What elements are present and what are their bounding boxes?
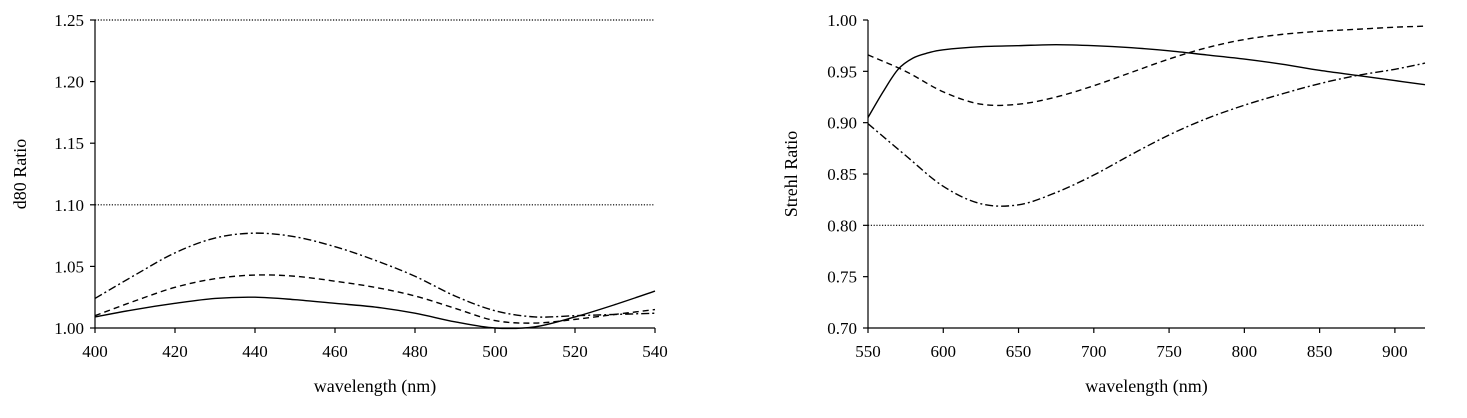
d80-x-tick-label: 420 [162, 342, 188, 361]
d80-y-tick-label: 1.00 [54, 319, 84, 338]
strehl-y-tick-label: 0.90 [827, 114, 857, 133]
d80-x-tick-label: 500 [482, 342, 508, 361]
strehl-x-tick-label: 750 [1156, 342, 1182, 361]
strehl-y-tick-label: 0.70 [827, 319, 857, 338]
strehl-y-tick-label: 0.80 [827, 216, 857, 235]
d80-y-axis-label: d80 Ratio [10, 139, 30, 210]
d80-series-solid-line [94, 290, 656, 330]
d80-y-tick-label: 1.15 [54, 134, 84, 153]
strehl-x-axis-label: wavelength (nm) [1085, 376, 1207, 397]
strehl-y-tick-label: 0.85 [827, 165, 857, 184]
strehl-x-tick-label: 550 [855, 342, 881, 361]
d80-y-tick-label: 1.20 [54, 73, 84, 92]
d80-series-dashed-line [94, 274, 656, 324]
strehl-x-tick-label: 900 [1382, 342, 1408, 361]
strehl-y-tick-label: 0.75 [827, 268, 857, 287]
d80-y-tick-label: 1.10 [54, 196, 84, 215]
d80-y-tick-label: 1.25 [54, 11, 84, 30]
strehl-x-tick-label: 800 [1232, 342, 1258, 361]
strehl-series-dashed-line [867, 25, 1426, 107]
d80-x-tick-label: 440 [242, 342, 268, 361]
strehl-x-tick-label: 600 [931, 342, 957, 361]
d80-x-tick-label: 400 [82, 342, 108, 361]
d80-y-tick-label: 1.05 [54, 257, 84, 276]
strehl-y-axis-label: Strehl Ratio [781, 131, 801, 218]
d80-x-tick-label: 520 [562, 342, 588, 361]
d80-x-tick-label: 540 [642, 342, 668, 361]
strehl-y-tick-label: 1.00 [827, 11, 857, 30]
strehl-ratio-chart: 0.70 0.75 0.80 0.85 0.90 0.95 1.00 550 600 650 700… [781, 11, 1426, 397]
strehl-x-tick-label: 850 [1307, 342, 1333, 361]
strehl-series-solid-line [867, 43, 1426, 118]
d80-x-tick-label: 460 [322, 342, 348, 361]
d80-x-tick-label: 480 [402, 342, 428, 361]
d80-series-dashdot-line [94, 232, 656, 318]
d80-ratio-chart: 1.00 1.05 1.10 1.15 1.20 1.25 400 420 440 460 480 5… [10, 11, 668, 397]
d80-x-axis-label: wavelength (nm) [314, 376, 436, 397]
strehl-x-tick-label: 650 [1006, 342, 1032, 361]
strehl-y-tick-label: 0.95 [827, 62, 857, 81]
strehl-series-dashdot-line [867, 62, 1426, 207]
strehl-x-tick-label: 700 [1081, 342, 1107, 361]
